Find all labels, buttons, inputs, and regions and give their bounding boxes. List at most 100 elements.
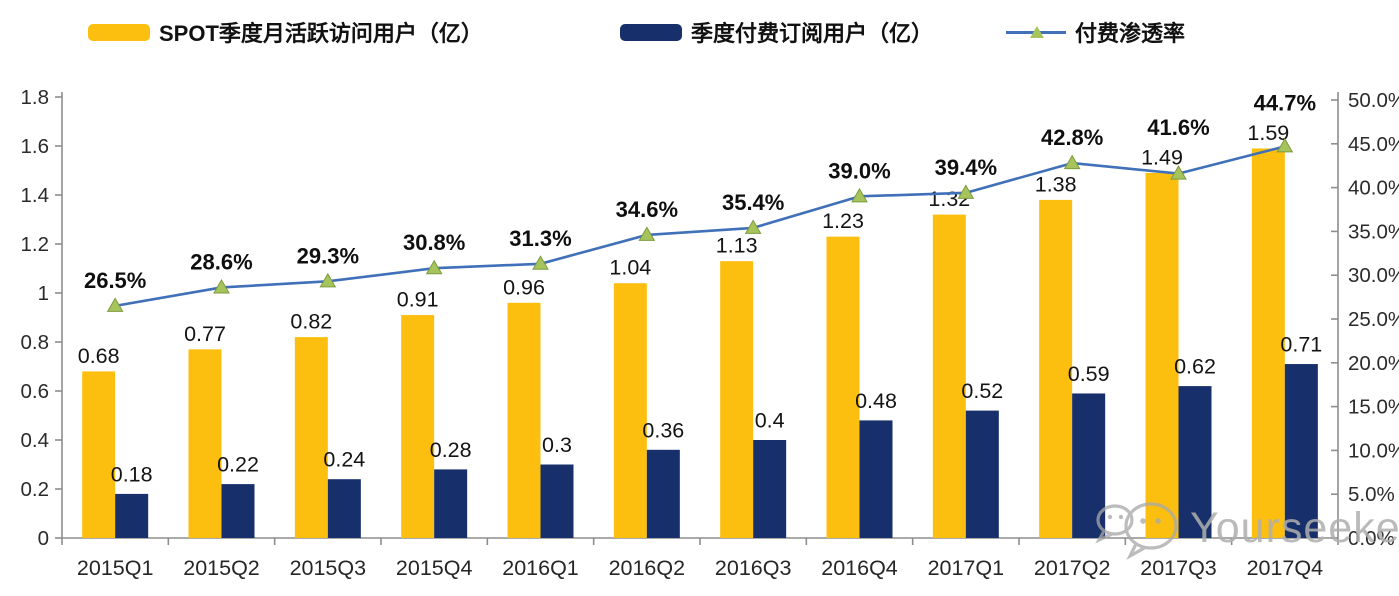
penetration-marker-triangle	[957, 184, 975, 199]
legend-item-subs: 季度付费订阅用户（亿）	[620, 17, 933, 47]
penetration-value-label: 35.4%	[722, 190, 784, 215]
bar-subs-value-label: 0.3	[542, 433, 572, 457]
x-axis-label: 2017Q3	[1140, 556, 1217, 580]
bar-subs	[115, 493, 149, 538]
penetration-value-label: 41.6%	[1147, 115, 1209, 140]
penetration-marker-triangle	[319, 272, 337, 288]
legend-swatch-subs-bar	[620, 23, 682, 41]
legend-label-mau: SPOT季度月活跃访问用户（亿）	[159, 21, 483, 46]
bar-mau	[1039, 199, 1073, 538]
bar-mau-value-label: 0.82	[290, 310, 332, 334]
bar-subs	[221, 484, 255, 538]
x-axis-label: 2015Q1	[77, 556, 154, 580]
bar-mau	[720, 261, 754, 538]
right-axis-tick-label: 35.0%	[1348, 220, 1399, 243]
bar-mau	[826, 236, 860, 538]
penetration-marker-triangle	[851, 187, 868, 203]
x-axis-label: 2017Q1	[928, 556, 1005, 580]
penetration-line	[114, 145, 1286, 308]
left-axis-tick-label: 0.2	[21, 478, 50, 501]
bar-mau-value-label: 0.77	[184, 322, 226, 346]
penetration-marker-triangle	[1170, 165, 1187, 180]
left-axis-tick-label: 0.4	[21, 429, 50, 452]
penetration-marker-triangle	[213, 278, 230, 294]
x-axis-label: 2016Q2	[609, 556, 686, 580]
bar-subs	[753, 440, 787, 538]
penetration-value-label: 39.0%	[828, 158, 890, 183]
bar-subs-value-label: 0.52	[961, 379, 1003, 403]
left-axis-tick-label: 1.2	[21, 233, 50, 256]
x-axis-label: 2016Q4	[821, 556, 898, 580]
left-axis-tick-label: 1	[38, 282, 49, 305]
bar-mau	[932, 214, 966, 538]
bar-mau	[613, 283, 647, 538]
bar-subs-value-label: 0.28	[430, 438, 472, 462]
bar-mau	[188, 349, 222, 538]
penetration-marker-triangle	[638, 226, 656, 241]
bar-mau-value-label: 1.13	[716, 234, 758, 258]
bar-mau-value-label: 1.23	[822, 209, 864, 233]
right-axis-tick-label: 25.0%	[1348, 308, 1399, 331]
right-axis-tick-label: 0.0%	[1348, 527, 1395, 550]
x-axis-label: 2016Q1	[502, 556, 579, 580]
bar-mau	[507, 302, 541, 538]
penetration-value-label: 39.4%	[935, 155, 997, 180]
left-axis-tick-label: 1.4	[21, 184, 50, 207]
penetration-value-label: 42.8%	[1041, 125, 1103, 150]
penetration-marker-triangle	[532, 255, 549, 270]
bar-mau-value-label: 1.38	[1035, 172, 1077, 196]
right-axis-tick-label: 45.0%	[1348, 133, 1399, 156]
left-axis-tick-label: 0	[38, 527, 49, 550]
x-axis-label: 2015Q2	[183, 556, 260, 580]
penetration-marker-triangle	[106, 297, 124, 312]
legend-swatch-mau-bar	[88, 23, 150, 41]
penetration-value-label: 29.3%	[297, 243, 359, 268]
bar-subs	[1284, 364, 1318, 538]
bar-subs-value-label: 0.24	[323, 448, 365, 472]
penetration-marker-triangle	[1276, 137, 1294, 153]
right-axis-tick-label: 5.0%	[1348, 483, 1395, 506]
bar-subs-value-label: 0.59	[1068, 362, 1110, 386]
bar-mau-value-label: 1.04	[609, 256, 651, 280]
bar-subs-value-label: 0.18	[111, 462, 153, 486]
bar-subs	[646, 449, 680, 538]
legend-item-penetration: 付费渗透率	[1006, 17, 1185, 47]
bar-subs	[327, 479, 361, 538]
penetration-marker-triangle	[1063, 154, 1081, 170]
bar-subs	[1072, 393, 1106, 538]
right-axis-tick-label: 30.0%	[1348, 264, 1399, 287]
left-axis-tick-label: 0.8	[21, 331, 50, 354]
bar-mau	[401, 315, 435, 538]
penetration-marker-triangle	[425, 259, 443, 275]
x-axis-label: 2015Q3	[290, 556, 367, 580]
bar-mau-value-label: 1.49	[1141, 145, 1183, 169]
legend-label-subs: 季度付费订阅用户（亿）	[691, 21, 934, 46]
left-axis-tick-label: 1.8	[21, 86, 50, 109]
bar-subs	[965, 410, 999, 538]
bar-mau-value-label: 0.91	[397, 288, 439, 312]
penetration-value-label: 28.6%	[190, 249, 252, 274]
right-axis-tick-label: 40.0%	[1348, 177, 1399, 200]
bar-subs-value-label: 0.36	[642, 418, 684, 442]
x-axis-label: 2015Q4	[396, 556, 473, 580]
bar-mau	[294, 337, 328, 538]
bar-subs-value-label: 0.71	[1280, 333, 1322, 357]
bar-mau	[82, 371, 116, 538]
bar-mau	[1251, 148, 1285, 538]
x-axis-label: 2017Q4	[1247, 556, 1324, 580]
penetration-value-label: 30.8%	[403, 230, 465, 255]
bar-subs	[1178, 386, 1212, 538]
bar-mau-value-label: 1.59	[1247, 121, 1289, 145]
bar-mau-value-label: 0.96	[503, 275, 545, 299]
legend-item-mau: SPOT季度月活跃访问用户（亿）	[88, 17, 483, 47]
right-axis-tick-label: 20.0%	[1348, 352, 1399, 375]
bar-subs-value-label: 0.22	[217, 453, 259, 477]
x-axis-label: 2017Q2	[1034, 556, 1111, 580]
penetration-value-label: 44.7%	[1254, 90, 1316, 115]
penetration-marker-triangle	[744, 219, 762, 234]
legend-line-marker-icon	[1006, 24, 1066, 40]
legend-label-penetration: 付费渗透率	[1075, 21, 1186, 46]
bar-subs-value-label: 0.4	[755, 409, 785, 433]
